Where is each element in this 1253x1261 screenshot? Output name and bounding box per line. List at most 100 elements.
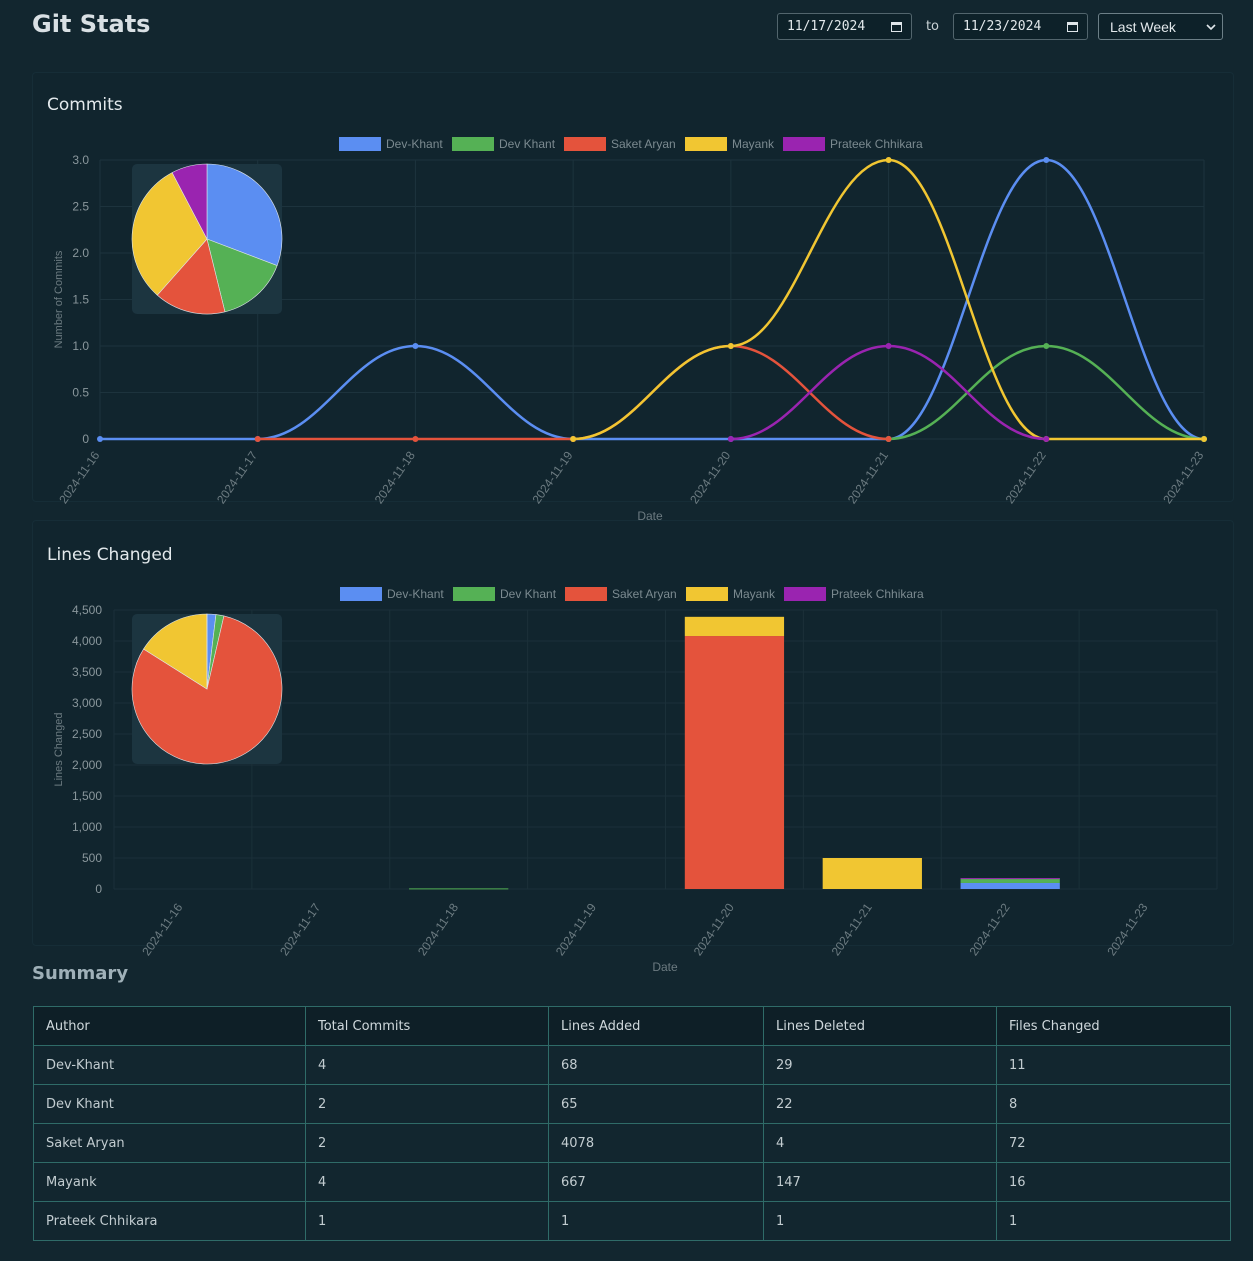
to-label: to [925,19,939,34]
pie-slice-dev-khant [206,163,283,266]
bar-segment-mayank [684,616,785,637]
lines-deleted-cell: 29 [763,1045,997,1085]
total-commits-cell: 2 [305,1123,549,1163]
pie-slice-saket-aryan [156,238,226,315]
table-row: Saket Aryan 2 4078 4 72 [33,1123,1231,1163]
y-tick-label: 0 [82,432,89,446]
legend-swatch-dev-khant [452,137,494,151]
data-point-mayank [885,157,892,163]
files-changed-cell: 11 [996,1045,1231,1085]
data-point-dev-khant [97,436,103,442]
bar-segment-prateek-chhikara [960,878,1060,880]
y-tick-label: 0 [95,882,102,896]
end-date-input[interactable]: 11/23/2024 [953,13,1088,40]
legend-label-saket-aryan: Saket Aryan [611,137,676,151]
y-tick-label: 4,500 [72,603,102,617]
y-tick-label: 2,000 [72,758,102,772]
y-tick-label: 1,000 [72,820,102,834]
lines-added-cell: 4078 [548,1123,764,1163]
lines-changed-card-title: Lines Changed [47,545,173,565]
lines-added-cell: 68 [548,1045,764,1085]
bar-segment-saket-aryan [684,636,785,889]
data-point-dev-khant [1043,343,1050,349]
legend-label-mayank: Mayank [733,587,776,601]
legend-label-prateek-chhikara: Prateek Chhikara [830,137,923,151]
lines-added-cell: 1 [548,1201,764,1241]
page-title: Git Stats [32,10,151,38]
table-row: Prateek Chhikara 1 1 1 1 [33,1201,1231,1241]
range-select-value: Last Week [1110,18,1176,35]
data-point-dev-khant [412,343,419,349]
pie-slice-saket-aryan [131,615,283,765]
y-tick-label: 1.0 [72,339,89,353]
end-date-value: 11/23/2024 [963,19,1042,34]
start-date-input[interactable]: 11/17/2024 [776,13,912,40]
summary-header-row: Author Total Commits Lines Added Lines D… [33,1006,1231,1046]
pie-slice-mayank [131,172,208,296]
y-tick-label: 0.5 [72,386,89,400]
legend-swatch-saket-aryan [564,137,606,151]
bar-segment-dev-khant [960,878,1060,883]
legend-swatch-dev-khant [453,587,495,601]
lines-deleted-cell: 1 [763,1201,997,1241]
column-header-files-changed: Files Changed [996,1006,1231,1046]
series-line-dev-khant [100,158,1205,441]
summary-table: Author Total Commits Lines Added Lines D… [33,1006,1231,1241]
lines-added-cell: 65 [548,1084,764,1124]
y-tick-label: 2.0 [72,246,89,260]
legend-label-prateek-chhikara: Prateek Chhikara [831,587,924,601]
calendar-icon[interactable] [890,21,902,32]
x-tick-label: 2024-11-16 [56,448,102,506]
legend-label-saket-aryan: Saket Aryan [612,587,677,601]
y-tick-label: 4,000 [72,634,102,648]
x-tick-label: 2024-11-16 [139,900,185,958]
data-point-dev-khant [1043,157,1050,163]
column-header-lines-added: Lines Added [548,1006,764,1046]
lines-added-cell: 667 [548,1162,764,1202]
files-changed-cell: 72 [996,1123,1231,1163]
files-changed-cell: 16 [996,1162,1231,1202]
commits-card-title: Commits [47,95,123,115]
x-axis-title: Date [652,960,678,974]
legend-swatch-prateek-chhikara [783,137,825,151]
pie-slice-prateek-chhikara [171,163,208,240]
calendar-icon[interactable] [1067,21,1078,32]
x-tick-label: 2024-11-19 [553,900,599,958]
x-tick-label: 2024-11-21 [845,448,891,506]
files-changed-cell: 8 [996,1084,1231,1124]
legend-swatch-prateek-chhikara [784,587,826,601]
x-tick-label: 2024-11-23 [1104,900,1150,958]
y-tick-label: 1.5 [72,293,89,307]
y-axis-title: Number of Commits [53,250,65,348]
lines-deleted-cell: 4 [763,1123,997,1163]
range-select[interactable]: Last Week [1098,13,1223,40]
start-date-value: 11/17/2024 [786,19,866,34]
bar-segment-dev-khant [409,888,509,890]
chevron-down-icon [1206,23,1216,30]
table-row: Dev Khant 2 65 22 8 [33,1084,1231,1124]
legend-label-mayank: Mayank [732,137,775,151]
total-commits-cell: 4 [305,1162,549,1202]
column-header-author: Author [33,1006,306,1046]
data-point-prateek-chhikara [885,343,892,349]
x-tick-label: 2024-11-23 [1160,448,1206,506]
legend-label-dev-khant: Dev Khant [499,137,556,151]
x-tick-label: 2024-11-22 [1003,448,1049,506]
bar-segment-dev-khant [960,882,1060,889]
author-cell: Saket Aryan [33,1123,306,1163]
column-header-total-commits: Total Commits [305,1006,549,1046]
y-tick-label: 2.5 [72,200,89,214]
x-tick-label: 2024-11-18 [372,448,418,506]
legend-swatch-dev-khant [339,137,381,151]
x-axis-title: Date [637,509,663,523]
charts-layer: 0 0.5 1.0 1.5 2.0 2.5 3.0 2024-11-16 2024-11-17 2… [53,137,1218,974]
y-tick-label: 3.0 [72,153,89,167]
table-row: Dev-Khant 4 68 29 11 [33,1045,1231,1085]
total-commits-cell: 1 [305,1201,549,1241]
legend-swatch-mayank [686,587,728,601]
total-commits-cell: 4 [305,1045,549,1085]
pie-slice-mayank [143,613,208,690]
x-tick-label: 2024-11-22 [966,900,1012,958]
data-point-prateek-chhikara [1043,436,1050,442]
x-tick-label: 2024-11-18 [415,900,461,958]
